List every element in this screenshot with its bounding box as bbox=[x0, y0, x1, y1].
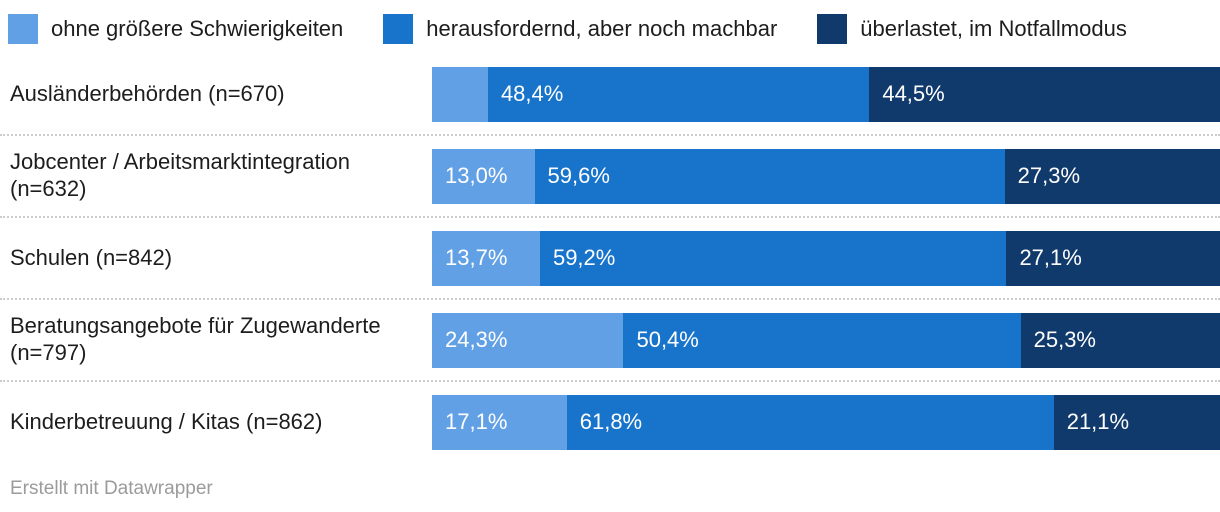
chart-row: Jobcenter / Arbeitsmarktintegration (n=6… bbox=[0, 134, 1220, 216]
value-label: 59,2% bbox=[552, 245, 616, 270]
chart-row: Ausländerbehörden (n=670) 48,4% 44,5% bbox=[0, 54, 1220, 134]
legend-swatch-icon bbox=[817, 14, 848, 44]
bar-segment[interactable] bbox=[432, 66, 488, 122]
bar-segment[interactable]: 13,7% bbox=[432, 230, 540, 286]
bar-segment[interactable]: 59,6% bbox=[534, 148, 1005, 204]
value-label: 13,7% bbox=[445, 245, 508, 270]
stacked-bar: 24,3% 50,4% 25,3% bbox=[432, 312, 1220, 368]
chart-legend: ohne größere Schwierigkeiten herausforder… bbox=[0, 0, 1220, 48]
stacked-bar: 17,1% 61,8% 21,1% bbox=[432, 394, 1220, 450]
value-label: 13,0% bbox=[445, 163, 508, 188]
bar-segment[interactable]: 27,1% bbox=[1006, 230, 1220, 286]
category-label: Schulen (n=842) bbox=[10, 244, 173, 270]
value-label: 24,3% bbox=[445, 327, 508, 352]
value-label: 21,1% bbox=[1066, 409, 1130, 434]
stacked-bar-chart: Ausländerbehörden (n=670) 48,4% 44,5% Jobce… bbox=[0, 54, 1220, 462]
value-label: 17,1% bbox=[445, 409, 508, 434]
bar-segment[interactable]: 25,3% bbox=[1020, 312, 1220, 368]
value-label: 25,3% bbox=[1033, 327, 1096, 352]
bar-segment[interactable]: 48,4% bbox=[487, 66, 870, 122]
stacked-bar: 48,4% 44,5% bbox=[432, 66, 1220, 122]
value-label: 50,4% bbox=[636, 327, 699, 352]
chart-row: Schulen (n=842) 13,7% 59,2% 27,1% bbox=[0, 216, 1220, 298]
chart-row: Beratungsangebote für Zugewanderte (n=79… bbox=[0, 298, 1220, 380]
value-label: 44,5% bbox=[882, 81, 945, 106]
bar-segment[interactable]: 44,5% bbox=[869, 66, 1220, 122]
legend-item: herausfordernd, aber noch machbar bbox=[383, 14, 777, 44]
datawrapper-credit-link[interactable]: Erstellt mit Datawrapper bbox=[10, 478, 213, 499]
bar-segment[interactable]: 13,0% bbox=[432, 148, 535, 204]
legend-swatch-icon bbox=[383, 14, 414, 44]
bar-segment[interactable]: 59,2% bbox=[539, 230, 1007, 286]
bar-segment[interactable]: 61,8% bbox=[566, 394, 1054, 450]
stacked-bar: 13,0% 59,6% 27,3% bbox=[432, 148, 1220, 204]
value-label: 59,6% bbox=[547, 163, 610, 188]
legend-label: überlastet, im Notfallmodus bbox=[860, 16, 1127, 41]
chart-row: Kinderbetreuung / Kitas (n=862) 17,1% 61,8… bbox=[0, 380, 1220, 462]
category-label: Beratungsangebote für Zugewanderte (n=79… bbox=[10, 313, 381, 365]
value-label: 27,3% bbox=[1017, 163, 1081, 188]
bar-segment[interactable]: 21,1% bbox=[1053, 394, 1220, 450]
bar-segment[interactable]: 24,3% bbox=[432, 312, 624, 368]
legend-label: ohne größere Schwierigkeiten bbox=[51, 16, 344, 41]
value-label: 61,8% bbox=[579, 409, 643, 434]
chart-footer: Erstellt mit Datawrapper bbox=[0, 462, 1220, 500]
stacked-bar: 13,7% 59,2% 27,1% bbox=[432, 230, 1220, 286]
bar-segment[interactable]: 17,1% bbox=[432, 394, 567, 450]
legend-item: überlastet, im Notfallmodus bbox=[817, 14, 1127, 44]
bar-segment[interactable]: 50,4% bbox=[623, 312, 1021, 368]
bar-segment[interactable]: 27,3% bbox=[1004, 148, 1220, 204]
legend-swatch-icon bbox=[8, 14, 38, 44]
legend-item: ohne größere Schwierigkeiten bbox=[8, 14, 343, 44]
category-label: Ausländerbehörden (n=670) bbox=[10, 80, 285, 106]
legend-label: herausfordernd, aber noch machbar bbox=[426, 16, 778, 41]
category-label: Jobcenter / Arbeitsmarktintegration (n=6… bbox=[10, 149, 350, 201]
value-label: 27,1% bbox=[1019, 245, 1082, 270]
category-label: Kinderbetreuung / Kitas (n=862) bbox=[10, 408, 323, 434]
value-label: 48,4% bbox=[500, 81, 564, 106]
